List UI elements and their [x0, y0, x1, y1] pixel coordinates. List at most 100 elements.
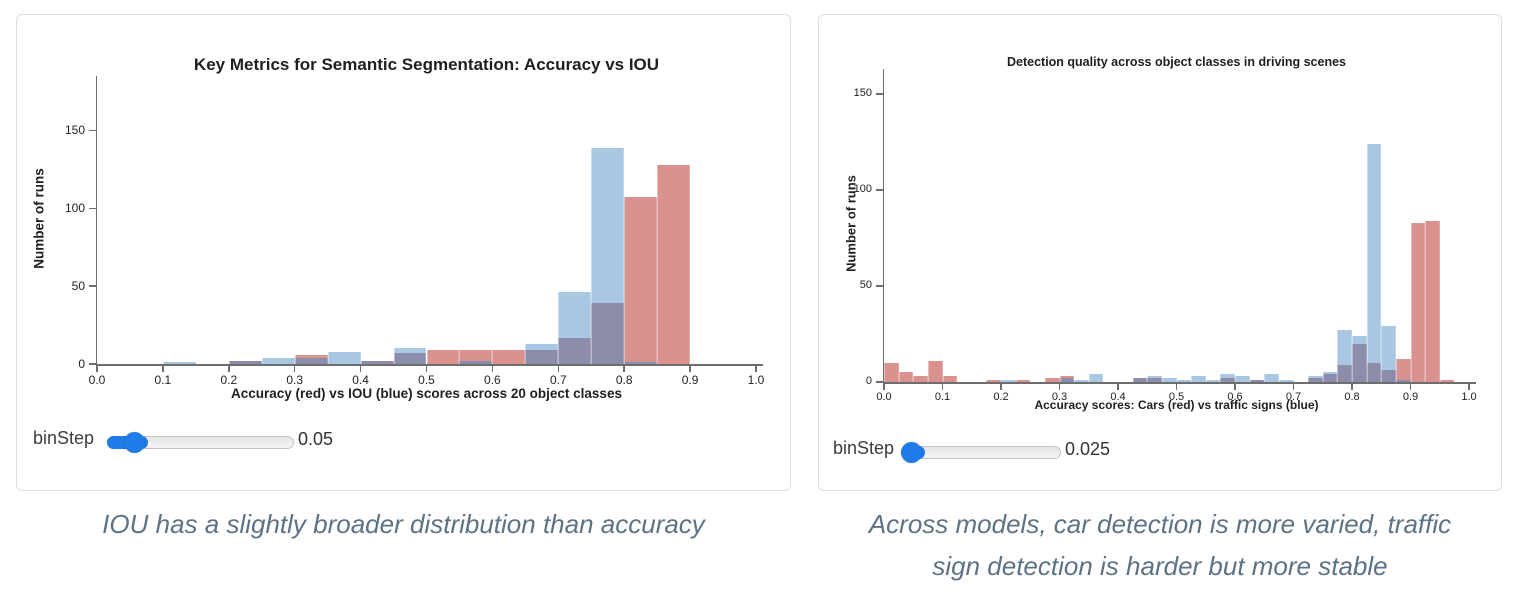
histogram-bar-blue [1264, 374, 1279, 382]
x-tick [689, 365, 691, 372]
histogram-bar-overlap [459, 360, 493, 364]
x-tick-label: 0.2 [993, 391, 1009, 403]
x-tick [425, 365, 428, 372]
slider-value: 0.025 [1065, 439, 1111, 459]
histogram-bar-blue [1001, 380, 1016, 382]
histogram-bar-overlap [1059, 378, 1075, 382]
histogram-bar-red [1395, 358, 1411, 381]
y-tick [89, 285, 96, 287]
x-tick-label: 0.1 [934, 391, 951, 403]
histogram-bar-red [426, 349, 460, 364]
histogram-bar-blue [1381, 326, 1396, 371]
y-tick [876, 189, 883, 191]
x-tick-label: 0.4 [1110, 391, 1126, 403]
y-tick [876, 381, 883, 383]
x-tick-label: 0.8 [1344, 391, 1360, 403]
y-tick [89, 363, 96, 365]
y-tick [89, 129, 96, 132]
x-tick [1409, 383, 1412, 390]
histogram-bar-overlap [1147, 378, 1162, 382]
x-axis-line [882, 382, 1476, 384]
histogram-bar-blue [1366, 143, 1382, 363]
y-tick-label: 0 [865, 375, 872, 387]
histogram-bar-overlap [525, 349, 559, 364]
histogram-bar-red [1044, 378, 1060, 382]
x-tick-label: 0.6 [1227, 391, 1243, 403]
histogram-bar-overlap [1249, 380, 1265, 382]
chart-title: Detection quality across object classes … [1006, 55, 1347, 69]
histogram-bar-overlap [558, 337, 592, 364]
x-tick [162, 365, 164, 372]
x-tick [755, 365, 757, 372]
x-tick-label: 0.9 [681, 373, 699, 387]
histogram-bar-blue [1191, 376, 1206, 382]
x-tick-label: 0.5 [418, 373, 435, 387]
histogram-bar-overlap [624, 362, 658, 364]
histogram-bar-red [624, 197, 658, 363]
histogram-bar-red [1015, 380, 1031, 382]
x-tick [1234, 383, 1236, 390]
y-tick-label: 150 [853, 86, 872, 99]
histogram-bar-blue [1161, 378, 1177, 382]
histogram-bar-overlap [1132, 378, 1148, 382]
histogram-bar-blue [1176, 380, 1192, 382]
x-tick-label: 0.8 [615, 373, 633, 387]
histogram-bar-blue [525, 343, 559, 350]
histogram-bar-overlap [1337, 364, 1352, 382]
histogram-bar-red [1410, 222, 1426, 382]
caption-line: sign detection is harder but more stable [932, 551, 1388, 581]
x-tick [941, 383, 944, 390]
histogram-bar-overlap [1322, 374, 1338, 382]
histogram-bar-red [986, 380, 1001, 382]
histogram-bar-blue [393, 348, 427, 354]
histogram-bar-blue [162, 362, 196, 364]
histogram-bar-red [1059, 376, 1075, 379]
x-tick [228, 365, 230, 372]
y-tick [876, 93, 883, 95]
x-tick [96, 365, 98, 372]
histogram-bar-red [913, 376, 928, 382]
histogram-bar-blue [327, 351, 361, 364]
slider-track[interactable] [107, 432, 294, 453]
histogram-bar-blue [1147, 376, 1162, 379]
histogram-bar-red [459, 349, 493, 361]
slider-thumb[interactable] [901, 442, 923, 463]
x-axis-label: Accuracy scores: Cars (red) vs traffic s… [1034, 398, 1319, 412]
slider-thumb[interactable] [124, 432, 146, 453]
x-tick [293, 365, 296, 372]
segmentation-chart-panel: Key Metrics for Semantic Segmentation: A… [16, 14, 791, 491]
histogram-bar-blue [1352, 335, 1367, 344]
detection-chart-panel: Detection quality across object classes … [818, 14, 1502, 491]
histogram-bar-overlap [228, 360, 262, 364]
histogram-bar-blue [1322, 372, 1338, 375]
x-tick [623, 365, 625, 372]
x-tick [1175, 383, 1178, 390]
histogram-bar-red [657, 164, 691, 364]
slider-track[interactable] [901, 442, 1061, 463]
caption-line: IOU has a slightly broader distribution … [102, 509, 705, 539]
histogram-bar-overlap [393, 353, 427, 364]
x-tick [491, 365, 494, 372]
x-tick-label: 0.7 [549, 373, 567, 387]
y-axis-line [882, 69, 884, 384]
histogram-bar-overlap [1220, 378, 1235, 382]
caption-line: Across models, car detection is more var… [868, 509, 1452, 539]
x-tick-label: 0.3 [286, 373, 304, 387]
histogram-bar-overlap [1352, 343, 1367, 382]
histogram-bar-blue [261, 357, 295, 364]
y-tick-label: 100 [64, 201, 85, 216]
x-tick-label: 0.7 [1285, 391, 1302, 403]
x-tick [1351, 383, 1353, 390]
histogram-bar-red [294, 354, 328, 358]
histogram-bar-blue [558, 292, 592, 338]
histogram-bar-blue [1235, 376, 1250, 382]
histogram-bar-red [927, 360, 943, 382]
x-tick-label: 0.0 [876, 391, 892, 403]
histogram-bar-red [884, 362, 899, 382]
y-tick-label: 50 [859, 278, 872, 291]
slider-label: binStep [33, 428, 95, 448]
histogram-bar-blue [1308, 376, 1323, 379]
y-tick-label: 150 [64, 123, 85, 138]
chart-caption: Across models, car detection is more var… [818, 503, 1502, 587]
histogram-bar-blue [1205, 380, 1221, 382]
